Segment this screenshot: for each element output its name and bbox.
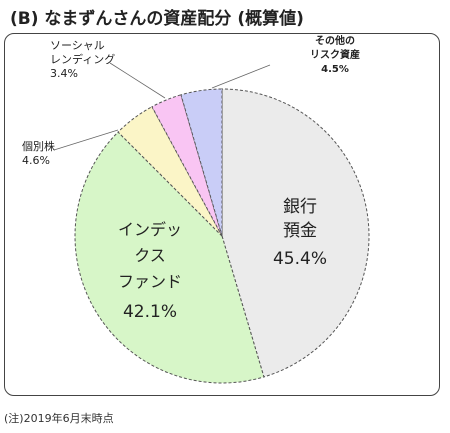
slice-label-3: ソーシャルレンディング 3.4% (50, 39, 115, 80)
slice-label-2: 個別株 4.6% (22, 139, 55, 167)
pie-slice-2 (117, 106, 223, 237)
slice-label-4: その他のリスク資産 4.5% (310, 34, 360, 75)
slice-label-1: インデックスファンド 42.1% (118, 220, 182, 322)
chart-frame (4, 33, 440, 396)
leader-line-3 (109, 62, 166, 99)
leader-line-4 (211, 64, 271, 89)
leader-line-2 (53, 129, 119, 151)
slice-label-0: 銀行預金 45.4% (273, 197, 327, 269)
pie-slice-0 (221, 88, 370, 378)
footnote: (注)2019年6月末時点 (4, 412, 114, 425)
chart-title: (B) なまずんさんの資産配分 (概算値) (10, 9, 304, 29)
pie-slice-1 (74, 131, 265, 384)
pie-slice-3 (151, 94, 223, 237)
pie-slice-4 (180, 88, 223, 237)
